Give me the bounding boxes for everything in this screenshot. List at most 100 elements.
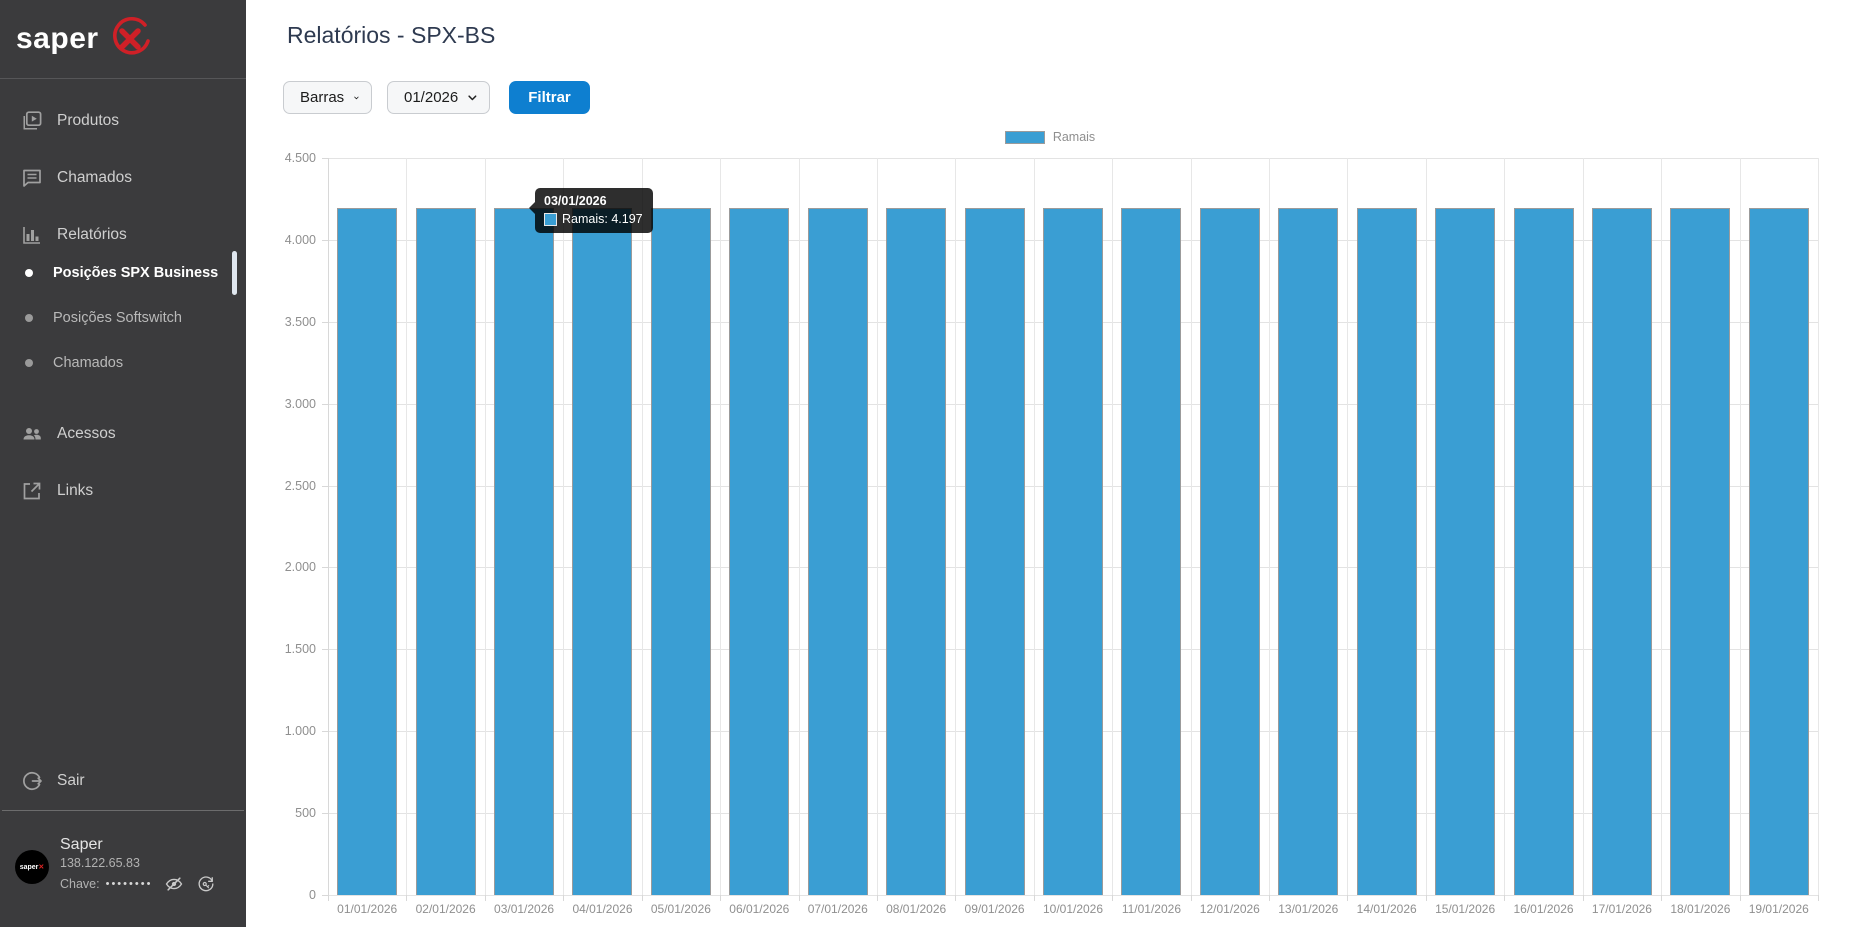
x-tick — [1033, 895, 1035, 901]
chart-bar[interactable] — [494, 207, 555, 895]
chart-bar[interactable] — [1121, 207, 1182, 895]
chart-bar[interactable] — [886, 207, 947, 895]
sidebar-item-posicoes-softswitch[interactable]: Posições Softswitch — [0, 296, 246, 340]
sidebar-item-posicoes-spx-business[interactable]: Posições SPX Business — [0, 251, 246, 295]
y-axis-label: 0 — [309, 888, 316, 902]
chart-bar[interactable] — [1513, 207, 1574, 895]
gridline — [1582, 158, 1584, 895]
sidebar-item-chamados[interactable]: Chamados — [0, 156, 246, 200]
gridline — [1190, 158, 1192, 895]
chart-bar[interactable] — [1591, 207, 1652, 895]
gridline — [1739, 158, 1741, 895]
logout-icon — [23, 771, 42, 791]
logout-button[interactable]: Sair — [0, 759, 246, 803]
chart-bar[interactable] — [1199, 207, 1260, 895]
user-name: Saper — [60, 836, 103, 853]
y-tick — [322, 321, 328, 323]
sidebar-item-label: Relatórios — [57, 226, 127, 243]
gridline — [876, 158, 878, 895]
x-tick — [641, 895, 643, 901]
x-tick — [563, 895, 565, 901]
sidebar: saper Produtos Chamados Relatórios — [0, 0, 246, 927]
sidebar-item-acessos[interactable]: Acessos — [0, 412, 246, 456]
x-tick — [720, 895, 722, 901]
x-axis-label: 09/01/2026 — [964, 902, 1025, 916]
y-tick — [322, 567, 328, 569]
sidebar-item-relatorios[interactable]: Relatórios — [0, 213, 246, 257]
regenerate-key-icon[interactable] — [196, 874, 216, 894]
x-axis-label: 13/01/2026 — [1278, 902, 1339, 916]
tooltip-swatch — [544, 212, 557, 226]
sidebar-item-chamados-sub[interactable]: Chamados — [0, 341, 246, 385]
chart-bar[interactable] — [650, 207, 711, 895]
filter-controls: Barras 01/2026 Filtrar — [283, 81, 590, 114]
chart-bar[interactable] — [1356, 207, 1417, 895]
chart-bar[interactable] — [1043, 207, 1103, 895]
chart-legend[interactable]: Ramais — [246, 130, 1854, 144]
sidebar-item-label: Chamados — [53, 355, 124, 371]
bar-chart: 0 500 1.000 1.500 2.000 2.500 3.000 3.500 4.000 4… — [285, 151, 1819, 916]
visibility-off-icon[interactable] — [164, 874, 184, 894]
gridline — [1661, 158, 1663, 895]
y-tick — [322, 813, 328, 815]
y-axis-label: 1.500 — [284, 642, 316, 657]
chart-tooltip: 03/01/2026 Ramais: 4.197 — [529, 188, 653, 233]
x-axis-label: 17/01/2026 — [1591, 902, 1652, 916]
gridline — [328, 158, 1818, 159]
x-tick — [1347, 895, 1349, 901]
x-tick — [1739, 895, 1741, 901]
chart-type-select[interactable]: Barras — [283, 81, 372, 114]
x-tick — [328, 895, 329, 901]
sidebar-item-label: Acessos — [57, 425, 116, 442]
bullet-icon — [25, 359, 33, 367]
products-icon — [23, 111, 42, 130]
y-axis-label: 2.000 — [284, 560, 316, 575]
chart-bar[interactable] — [337, 207, 398, 895]
y-axis-label: 2.500 — [284, 478, 316, 493]
chart-bar[interactable] — [572, 207, 633, 895]
chart-bar[interactable] — [1748, 207, 1809, 895]
x-tick — [1112, 895, 1114, 901]
x-axis-label: 04/01/2026 — [572, 902, 633, 916]
divider — [2, 810, 244, 811]
gridline — [641, 158, 643, 895]
chart-bar[interactable] — [415, 207, 476, 895]
y-tick — [322, 239, 328, 241]
gridline — [406, 158, 408, 895]
gridline — [1504, 158, 1506, 895]
x-axis-label: 03/01/2026 — [494, 902, 555, 916]
x-axis-label: 01/01/2026 — [337, 902, 398, 916]
logo-text: saper — [16, 22, 99, 55]
chart-bar[interactable] — [729, 207, 790, 895]
key-label: Chave: — [60, 877, 100, 891]
y-tick — [322, 731, 328, 733]
x-tick — [955, 895, 957, 901]
people-icon — [23, 428, 41, 440]
y-axis-label: 1.000 — [284, 724, 316, 739]
chevron-down-icon — [468, 94, 477, 100]
gridline — [328, 895, 1818, 896]
y-axis-label: 4.500 — [284, 151, 316, 165]
legend-label: Ramais — [1052, 130, 1096, 144]
y-tick — [322, 649, 328, 651]
avatar: saper ✕ — [15, 850, 49, 884]
gridline — [1818, 158, 1819, 895]
main-content: Relatórios - SPX-BS Barras 01/2026 Filtr… — [246, 0, 1854, 927]
sidebar-item-produtos[interactable]: Produtos — [0, 99, 246, 143]
chart-bar[interactable] — [807, 207, 868, 895]
chart-bar[interactable] — [964, 207, 1025, 895]
x-axis-label: 19/01/2026 — [1748, 902, 1809, 916]
period-select[interactable]: 01/2026 — [387, 81, 490, 114]
x-tick — [1818, 895, 1819, 901]
chart-bar[interactable] — [1278, 207, 1339, 895]
tooltip-title: 03/01/2026 — [544, 194, 607, 208]
logo-x-icon — [112, 17, 150, 55]
sidebar-item-links[interactable]: Links — [0, 469, 246, 513]
chart-bar[interactable] — [1670, 207, 1731, 895]
y-axis-line — [328, 158, 329, 895]
filter-button[interactable]: Filtrar — [509, 81, 590, 114]
sidebar-item-label: Chamados — [57, 169, 132, 186]
sidebar-item-label: Links — [57, 482, 94, 499]
app-logo: saper — [16, 12, 153, 66]
chart-bar[interactable] — [1435, 207, 1496, 895]
